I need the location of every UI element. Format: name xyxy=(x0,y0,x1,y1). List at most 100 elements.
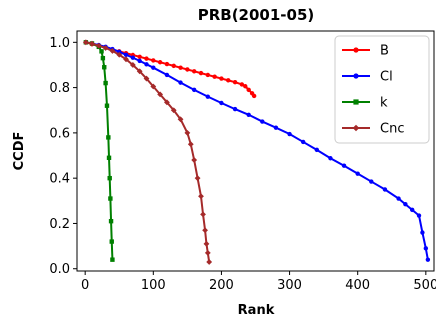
data-point xyxy=(200,211,206,218)
axes-frame xyxy=(76,30,435,272)
data-point xyxy=(99,49,104,54)
data-point xyxy=(107,175,112,181)
legend-item-k: k xyxy=(342,96,388,111)
data-point xyxy=(191,87,197,93)
data-point xyxy=(206,259,213,265)
data-point xyxy=(341,163,347,168)
x-tick-label: 500 xyxy=(413,278,436,293)
legend-marker xyxy=(353,73,359,79)
data-point xyxy=(144,62,149,67)
data-point xyxy=(202,227,208,234)
legend-marker xyxy=(353,99,359,105)
x-tick-label: 0 xyxy=(81,278,89,293)
data-point xyxy=(178,65,183,70)
data-point xyxy=(191,157,198,163)
data-point xyxy=(109,48,116,54)
data-point xyxy=(187,141,194,148)
data-point xyxy=(136,68,143,75)
legend-marker xyxy=(352,124,360,132)
data-point xyxy=(100,55,106,61)
data-point xyxy=(103,80,108,86)
data-point xyxy=(178,80,183,85)
data-point xyxy=(102,65,107,70)
data-point xyxy=(106,155,112,160)
data-point xyxy=(205,72,211,78)
data-point xyxy=(123,52,129,57)
legend-label: Cnc xyxy=(380,122,404,137)
y-tick-label: 0.2 xyxy=(49,217,70,232)
y-tick-label: 0.8 xyxy=(49,81,70,96)
data-point xyxy=(137,58,142,64)
data-point xyxy=(108,196,113,201)
data-point xyxy=(273,125,279,130)
data-point xyxy=(151,65,156,70)
legend: B Cl k Cnc xyxy=(334,35,430,144)
data-point xyxy=(369,179,374,184)
data-point xyxy=(116,51,123,58)
data-point xyxy=(239,82,245,87)
legend-item-cnc: Cnc xyxy=(342,122,404,137)
chart-title: PRB(2001-05) xyxy=(198,6,315,24)
data-point xyxy=(151,58,156,63)
data-point xyxy=(219,76,224,81)
data-point xyxy=(185,67,190,72)
y-tick-label: 1.0 xyxy=(49,36,70,51)
y-axis-label: CCDF xyxy=(12,132,27,171)
x-tick-label: 200 xyxy=(209,278,234,293)
data-point xyxy=(170,107,177,114)
data-point xyxy=(203,240,210,247)
data-point xyxy=(123,56,129,63)
data-point xyxy=(109,239,114,244)
plot-area xyxy=(82,39,431,265)
data-point xyxy=(164,72,170,78)
data-point xyxy=(416,213,422,218)
data-point xyxy=(232,79,238,85)
data-point xyxy=(129,62,136,68)
data-point xyxy=(108,218,114,224)
series-line-k xyxy=(85,41,114,260)
data-point xyxy=(219,100,224,106)
data-point xyxy=(89,40,95,47)
data-point xyxy=(420,230,425,235)
data-point xyxy=(117,49,122,55)
data-point xyxy=(425,257,431,262)
series-cnc xyxy=(82,39,213,265)
data-point xyxy=(403,202,408,207)
data-point xyxy=(130,55,136,60)
data-point xyxy=(198,193,204,200)
data-point xyxy=(355,171,360,176)
data-point xyxy=(232,106,238,112)
data-point xyxy=(106,135,111,140)
x-tick-label: 300 xyxy=(277,278,302,293)
data-point xyxy=(184,129,191,136)
data-point xyxy=(423,246,429,251)
data-point xyxy=(396,196,401,201)
data-point xyxy=(205,94,211,99)
data-point xyxy=(314,147,320,153)
data-point xyxy=(194,175,201,182)
data-point xyxy=(157,91,164,98)
data-point xyxy=(287,131,292,137)
data-point xyxy=(409,207,415,213)
legend-marker xyxy=(353,47,359,53)
x-axis-label: Rank xyxy=(238,303,275,318)
y-tick-label: 0.0 xyxy=(49,262,70,277)
data-point xyxy=(198,70,204,76)
data-point xyxy=(260,119,265,124)
data-point xyxy=(300,139,306,145)
data-point xyxy=(95,42,102,49)
data-point xyxy=(212,74,217,79)
y-tick-label: 0.6 xyxy=(49,126,70,141)
data-point xyxy=(226,78,231,83)
data-point xyxy=(204,249,211,256)
data-point xyxy=(171,63,176,69)
data-point xyxy=(243,84,248,89)
data-point xyxy=(137,54,142,60)
series-k xyxy=(83,40,115,262)
x-tick-label: 100 xyxy=(141,278,166,293)
legend-label: Cl xyxy=(380,70,393,85)
y-axis: 0.0 0.2 0.4 0.6 0.8 1.0 xyxy=(49,36,77,277)
data-point xyxy=(144,56,149,61)
data-point xyxy=(246,112,251,117)
